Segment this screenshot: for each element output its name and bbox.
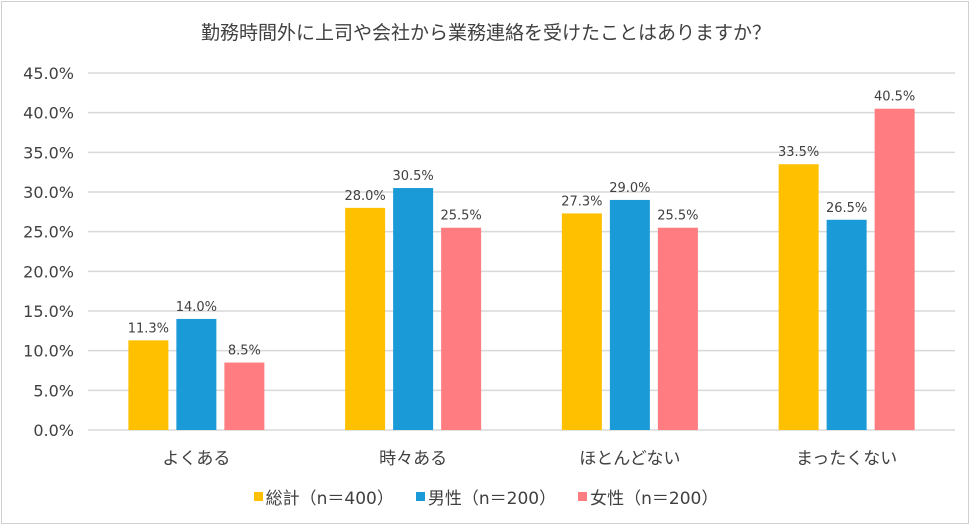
bar bbox=[224, 362, 265, 430]
legend-swatch bbox=[253, 492, 263, 501]
legend-item: 総計（n＝400） bbox=[253, 484, 394, 509]
bar bbox=[778, 164, 819, 430]
data-label: 27.3% bbox=[561, 194, 602, 209]
x-tick-label: ほとんどない bbox=[579, 449, 680, 469]
data-label: 28.0% bbox=[344, 189, 385, 204]
y-tick-label: 20.0% bbox=[23, 262, 74, 281]
data-label: 30.5% bbox=[392, 169, 433, 184]
data-label: 40.5% bbox=[874, 90, 915, 105]
y-tick-label: 0.0% bbox=[33, 421, 74, 440]
legend-item: 女性（n＝200） bbox=[578, 484, 718, 509]
bar bbox=[609, 199, 650, 430]
legend-label: 総計（n＝400） bbox=[265, 489, 394, 509]
y-tick-label: 35.0% bbox=[23, 143, 74, 162]
bar bbox=[345, 207, 386, 430]
x-tick-label: 時々ある bbox=[379, 449, 447, 469]
data-label: 11.3% bbox=[128, 321, 169, 336]
data-label: 26.5% bbox=[826, 201, 867, 216]
data-label: 29.0% bbox=[609, 181, 650, 196]
data-label: 33.5% bbox=[778, 145, 819, 160]
data-label: 25.5% bbox=[440, 209, 481, 224]
legend: 総計（n＝400） 男性（n＝200） 女性（n＝200） bbox=[0, 484, 972, 509]
bar bbox=[874, 108, 915, 430]
chart-title: 勤務時間外に上司や会社から業務連絡を受けたことはありますか？ bbox=[200, 22, 771, 44]
x-tick-label: まったくない bbox=[796, 449, 897, 469]
legend-label: 女性（n＝200） bbox=[590, 489, 719, 509]
y-tick-label: 30.0% bbox=[23, 183, 74, 202]
y-tick-label: 45.0% bbox=[23, 64, 74, 83]
bar bbox=[441, 227, 482, 430]
y-tick-label: 15.0% bbox=[23, 302, 74, 321]
legend-swatch bbox=[578, 492, 588, 501]
bar bbox=[657, 227, 698, 430]
legend-swatch bbox=[415, 492, 425, 501]
legend-item: 男性（n＝200） bbox=[415, 484, 557, 509]
data-label: 8.5% bbox=[228, 344, 261, 359]
bar bbox=[826, 219, 867, 430]
y-tick-label: 10.0% bbox=[23, 342, 74, 361]
y-tick-label: 40.0% bbox=[23, 104, 74, 123]
bar bbox=[393, 188, 434, 430]
bar bbox=[561, 213, 602, 430]
legend-label: 男性（n＝200） bbox=[427, 489, 557, 509]
bar bbox=[128, 340, 169, 430]
x-tick-label: よくある bbox=[162, 449, 230, 469]
bar bbox=[176, 318, 217, 430]
y-tick-label: 25.0% bbox=[23, 223, 74, 242]
data-label: 25.5% bbox=[657, 209, 698, 224]
data-label: 14.0% bbox=[176, 300, 217, 315]
y-tick-label: 5.0% bbox=[33, 381, 74, 400]
